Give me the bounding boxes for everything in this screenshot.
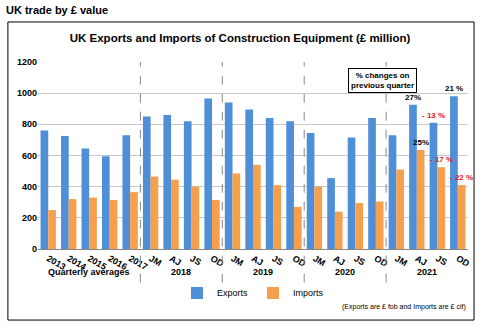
svg-text:JM: JM: [311, 253, 327, 268]
svg-text:JS: JS: [434, 253, 449, 267]
svg-text:Quarterly averages: Quarterly averages: [48, 267, 130, 277]
svg-text:UK trade by £ value: UK trade by £ value: [6, 4, 108, 16]
svg-text:JM: JM: [229, 253, 245, 268]
svg-text:- 17 %: - 17 %: [430, 155, 453, 164]
svg-text:UK Exports and Imports of Cons: UK Exports and Imports of Construction E…: [70, 32, 411, 44]
svg-text:0: 0: [32, 244, 37, 254]
svg-text:OD: OD: [455, 253, 472, 269]
svg-text:- 22 %: - 22 %: [450, 173, 473, 182]
svg-text:200: 200: [22, 213, 37, 223]
svg-text:Imports: Imports: [293, 288, 324, 298]
svg-text:% changes onprevious quarter: % changes onprevious quarter: [351, 71, 414, 90]
svg-text:JM: JM: [393, 253, 409, 268]
svg-text:JS: JS: [352, 253, 367, 267]
svg-text:1000: 1000: [17, 88, 37, 98]
svg-text:Exports: Exports: [217, 288, 248, 298]
svg-text:1200: 1200: [17, 57, 37, 67]
svg-text:AJ: AJ: [414, 253, 429, 267]
svg-text:25%: 25%: [413, 138, 429, 147]
svg-text:2021: 2021: [417, 267, 437, 277]
svg-text:2016: 2016: [106, 253, 128, 272]
svg-text:(Exports are £ fob and Imports: (Exports are £ fob and Imports are £ cif…: [342, 303, 466, 311]
svg-text:27%: 27%: [405, 93, 421, 102]
svg-text:21 %: 21 %: [445, 84, 463, 93]
svg-text:JM: JM: [147, 253, 163, 268]
svg-text:2015: 2015: [86, 253, 108, 272]
svg-text:400: 400: [22, 182, 37, 192]
svg-text:OD: OD: [373, 253, 390, 269]
svg-text:800: 800: [22, 119, 37, 129]
svg-text:AJ: AJ: [168, 253, 183, 267]
svg-text:2014: 2014: [65, 253, 87, 272]
svg-text:AJ: AJ: [332, 253, 347, 267]
svg-text:2013: 2013: [45, 253, 67, 272]
svg-text:- 13 %: - 13 %: [422, 111, 445, 120]
svg-text:JS: JS: [270, 253, 285, 267]
svg-text:2020: 2020: [335, 267, 355, 277]
svg-text:OD: OD: [209, 253, 226, 269]
svg-text:600: 600: [22, 151, 37, 161]
svg-text:OD: OD: [291, 253, 308, 269]
svg-text:2018: 2018: [171, 267, 191, 277]
svg-text:AJ: AJ: [250, 253, 265, 267]
svg-text:2017: 2017: [127, 253, 149, 272]
svg-text:2019: 2019: [253, 267, 273, 277]
svg-text:JS: JS: [188, 253, 203, 267]
